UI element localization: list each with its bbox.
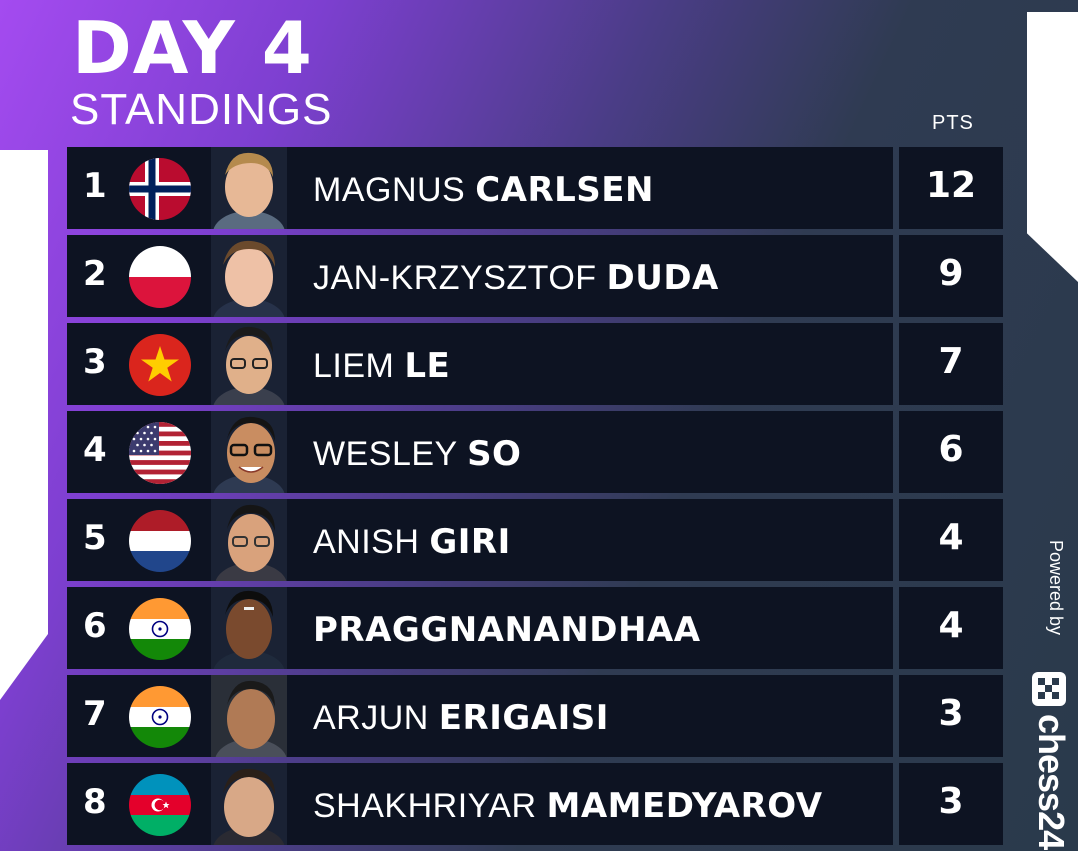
row-points-panel: 3: [899, 675, 1003, 757]
points-value: 7: [938, 341, 964, 382]
row-points-panel: 3: [899, 763, 1003, 845]
row-player-panel: 6 PRAGGNANANDHAA: [67, 587, 893, 669]
vietnam-flag-icon: [129, 334, 191, 396]
player-name: JAN-KRZYSZTOF DUDA: [313, 258, 719, 298]
player-name: ARJUN ERIGAISI: [313, 698, 609, 738]
standings-row: 7 ARJUN ERIGAISI 3: [67, 675, 1003, 757]
row-points-panel: 4: [899, 587, 1003, 669]
row-points-panel: 6: [899, 411, 1003, 493]
row-player-panel: 3 LIEM LE: [67, 323, 893, 405]
left-white-accent: [0, 150, 48, 700]
player-first-name: LIEM: [313, 347, 395, 385]
rank-number: 3: [83, 342, 107, 382]
norway-flag-icon: [129, 158, 191, 220]
standings-row: 6 PRAGGNANANDHAA 4: [67, 587, 1003, 669]
row-player-panel: 8 SHAKHRIYAR MAMEDYAROV: [67, 763, 893, 845]
player-last-name: ERIGAISI: [438, 698, 609, 738]
row-player-panel: 4: [67, 411, 893, 493]
points-column-header: PTS: [932, 112, 974, 134]
player-avatar: [211, 411, 287, 493]
player-first-name: WESLEY: [313, 435, 458, 473]
player-avatar: [211, 763, 287, 845]
player-name: SHAKHRIYAR MAMEDYAROV: [313, 786, 823, 826]
player-avatar: [211, 147, 287, 229]
usa-flag-icon: [129, 422, 191, 484]
standings-row: 1 MAGNUS CARLSEN 12: [67, 147, 1003, 229]
rank-number: 6: [83, 606, 107, 646]
brand-name: chess24: [1031, 714, 1072, 850]
player-last-name: CARLSEN: [475, 170, 654, 210]
player-first-name: SHAKHRIYAR: [313, 787, 537, 825]
player-first-name: ARJUN: [313, 699, 429, 737]
rank-number: 4: [83, 430, 107, 470]
rank-number: 1: [83, 166, 107, 206]
row-player-panel: 1 MAGNUS CARLSEN: [67, 147, 893, 229]
player-first-name: ANISH: [313, 523, 420, 561]
player-last-name: GIRI: [429, 522, 511, 562]
row-points-panel: 7: [899, 323, 1003, 405]
player-avatar: [211, 675, 287, 757]
points-value: 12: [925, 165, 977, 206]
player-avatar: [211, 235, 287, 317]
page-subtitle: STANDINGS: [70, 85, 333, 134]
rank-number: 2: [83, 254, 107, 294]
standings-row: 8 SHAKHRIYAR MAMEDYAROV 3: [67, 763, 1003, 845]
player-avatar: [211, 587, 287, 669]
player-name: LIEM LE: [313, 346, 450, 386]
player-last-name: MAMEDYAROV: [546, 786, 823, 826]
points-value: 9: [938, 253, 964, 294]
standings-row: 3 LIEM LE 7: [67, 323, 1003, 405]
india-flag-icon: [129, 686, 191, 748]
azerbaijan-flag-icon: [129, 774, 191, 836]
india-flag-icon: [129, 598, 191, 660]
points-value: 6: [938, 429, 964, 470]
points-value: 4: [938, 517, 964, 558]
chess24-logo-icon: [1032, 672, 1066, 706]
player-first-name: MAGNUS: [313, 171, 466, 209]
player-avatar: [211, 323, 287, 405]
row-player-panel: 2 JAN-KRZYSZTOF DUDA: [67, 235, 893, 317]
player-last-name: LE: [404, 346, 451, 386]
player-last-name: SO: [467, 434, 522, 474]
row-points-panel: 9: [899, 235, 1003, 317]
points-value: 3: [938, 781, 964, 822]
rank-number: 7: [83, 694, 107, 734]
row-player-panel: 5 ANISH GIRI: [67, 499, 893, 581]
right-white-accent: [1027, 12, 1078, 282]
player-name: MAGNUS CARLSEN: [313, 170, 654, 210]
standings-row: 4: [67, 411, 1003, 493]
netherlands-flag-icon: [129, 510, 191, 572]
player-avatar: [211, 499, 287, 581]
player-name: WESLEY SO: [313, 434, 521, 474]
player-name: ANISH GIRI: [313, 522, 511, 562]
poland-flag-icon: [129, 246, 191, 308]
player-last-name: DUDA: [606, 258, 719, 298]
row-player-panel: 7 ARJUN ERIGAISI: [67, 675, 893, 757]
rank-number: 8: [83, 782, 107, 822]
brand-logo: chess24: [1028, 672, 1078, 850]
player-name: PRAGGNANANDHAA: [313, 610, 701, 650]
standings-row: 5 ANISH GIRI 4: [67, 499, 1003, 581]
row-points-panel: 4: [899, 499, 1003, 581]
points-value: 3: [938, 693, 964, 734]
points-value: 4: [938, 605, 964, 646]
powered-by-label: Powered by: [1038, 540, 1068, 660]
rank-number: 5: [83, 518, 107, 558]
player-last-name: PRAGGNANANDHAA: [313, 610, 701, 650]
powered-by-text: Powered by: [1046, 540, 1066, 636]
page-title: DAY 4: [72, 6, 313, 90]
standings-row: 2 JAN-KRZYSZTOF DUDA 9: [67, 235, 1003, 317]
row-points-panel: 12: [899, 147, 1003, 229]
player-first-name: JAN-KRZYSZTOF: [313, 259, 597, 297]
